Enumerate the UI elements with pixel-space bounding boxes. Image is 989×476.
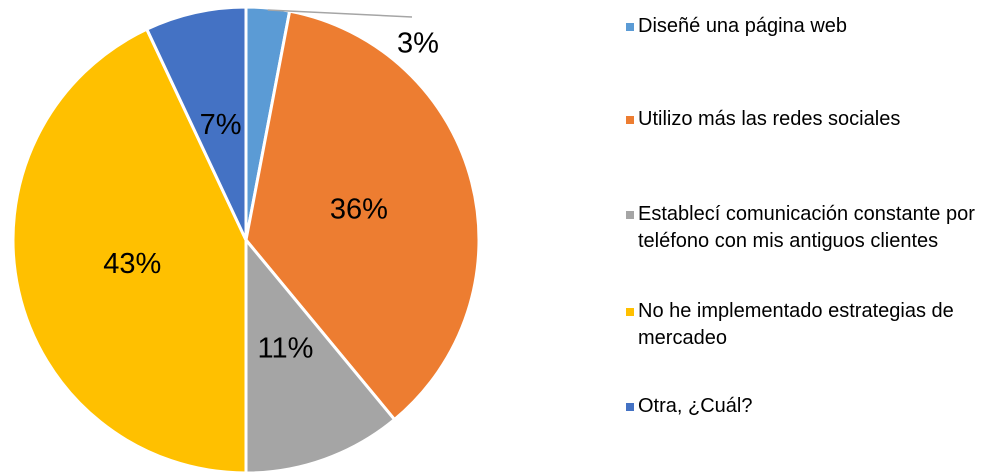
pie-slice	[144, 5, 248, 241]
legend-line: mercadeo	[638, 327, 727, 349]
pie-slice	[11, 27, 248, 475]
data-label: 3%	[397, 28, 439, 60]
legend-swatch	[626, 23, 634, 31]
legend-line: Otra, ¿Cuál?	[638, 395, 752, 417]
legend-label: Utilizo más las redes sociales	[638, 108, 900, 130]
legend-label: Otra, ¿Cuál?	[638, 395, 752, 417]
legend-line: No he implementado estrategias de	[638, 300, 954, 322]
legend-line: Establecí comunicación constante por	[638, 203, 975, 225]
legend-label: No he implementado estrategias de mercade…	[638, 300, 954, 349]
legend-line: Diseñé una página web	[638, 15, 847, 37]
pie-slice	[244, 235, 397, 475]
legend-swatch	[626, 116, 634, 124]
legend-line: Utilizo más las redes sociales	[638, 108, 900, 130]
data-label: 11%	[258, 332, 314, 364]
data-label: 36%	[330, 194, 388, 226]
leader-line	[267, 9, 413, 18]
legend-swatch	[626, 403, 634, 411]
legend-line: teléfono con mis antiguos clientes	[638, 230, 938, 252]
data-label: 43%	[103, 248, 161, 280]
legend-swatch	[626, 308, 634, 316]
data-label: 7%	[200, 109, 242, 141]
legend-swatch	[626, 211, 634, 219]
legend-label: Establecí comunicación constante por telé…	[638, 203, 975, 252]
pie-slice	[244, 9, 481, 422]
legend-label: Diseñé una página web	[638, 15, 847, 37]
